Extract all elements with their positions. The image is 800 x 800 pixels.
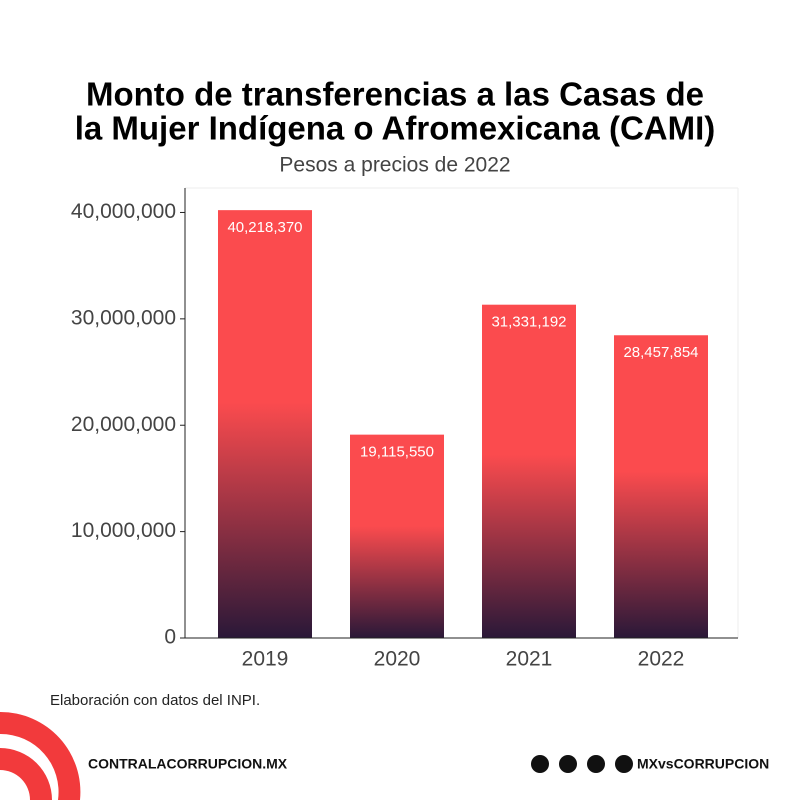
x-tick-label: 2022 (638, 648, 685, 671)
bar (350, 434, 444, 638)
chart-subtitle: Pesos a precios de 2022 (279, 154, 510, 177)
x-tick-label: 2019 (242, 648, 289, 671)
value-label: 28,457,854 (623, 344, 698, 361)
bar (218, 210, 312, 638)
y-tick-label: 0 (164, 626, 176, 649)
y-tick-label: 10,000,000 (71, 519, 176, 542)
value-label: 40,218,370 (227, 219, 302, 236)
value-label: 19,115,550 (360, 444, 434, 461)
bar (482, 304, 576, 638)
chart-title: la Mujer Indígena o Afromexicana (CAMI) (75, 110, 716, 147)
logo (0, 711, 81, 800)
social-icons (531, 755, 633, 773)
source-note: Elaboración con datos del INPI. (50, 692, 260, 709)
footer-handle: MXvsCORRUPCION (637, 756, 769, 772)
chart-title: Monto de transferencias a las Casas de (86, 76, 704, 113)
y-tick-label: 40,000,000 (71, 200, 176, 223)
x-tick-label: 2020 (374, 648, 421, 671)
footer-site: CONTRALACORRUPCION.MX (88, 756, 288, 772)
value-label: 31,331,192 (491, 314, 566, 331)
y-tick-label: 20,000,000 (71, 413, 176, 436)
x-tick-label: 2021 (506, 648, 553, 671)
bar (614, 335, 708, 638)
y-tick-label: 30,000,000 (71, 306, 176, 329)
